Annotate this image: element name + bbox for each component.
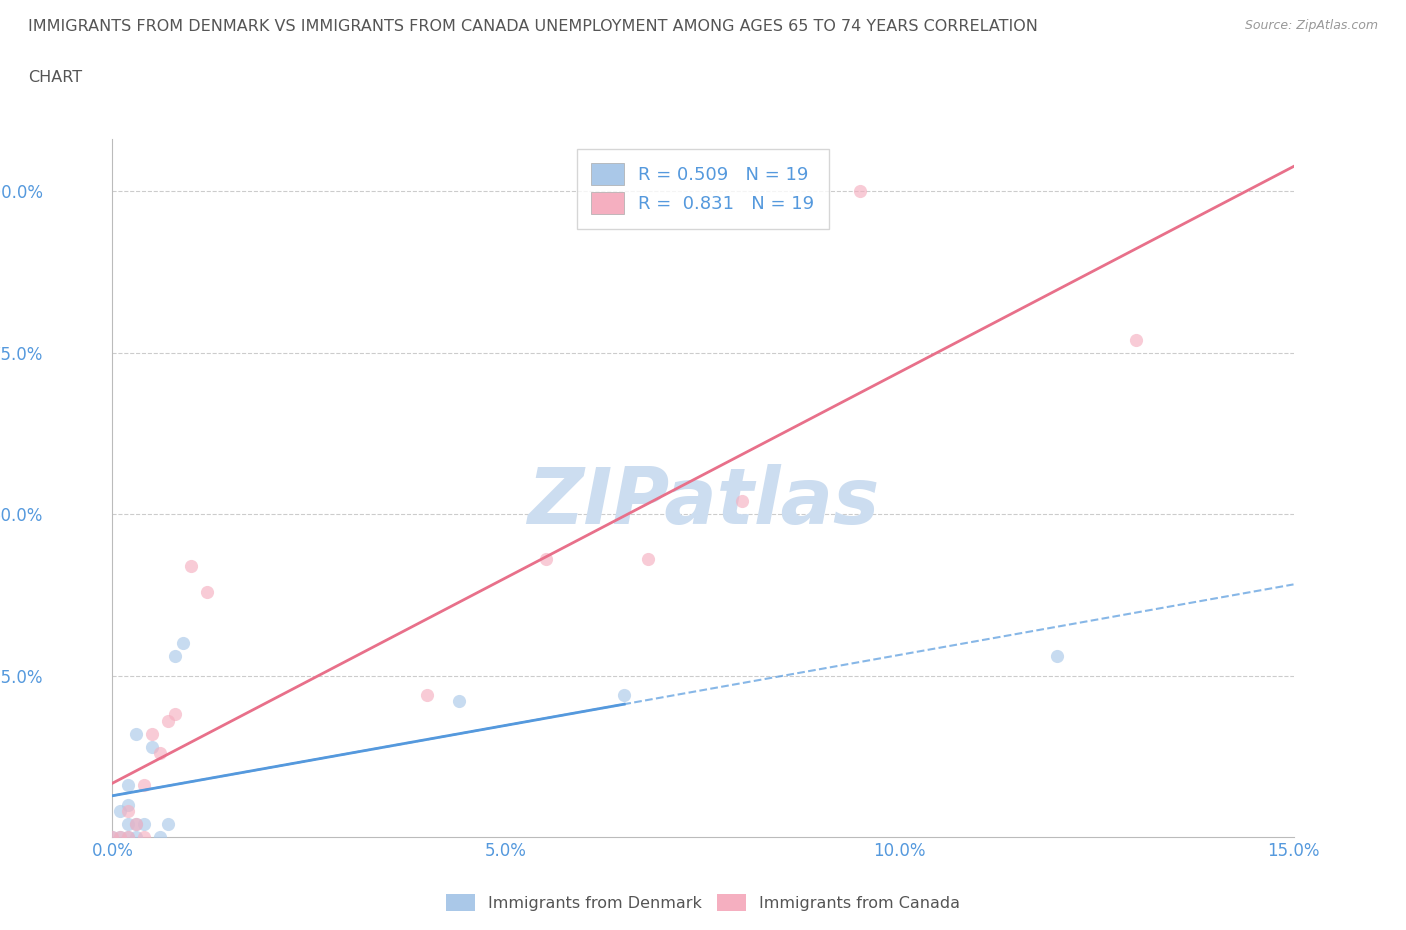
Point xyxy=(132,830,155,844)
Point xyxy=(637,551,659,566)
Point xyxy=(149,830,172,844)
Point xyxy=(447,694,470,709)
Legend: R = 0.509   N = 19, R =  0.831   N = 19: R = 0.509 N = 19, R = 0.831 N = 19 xyxy=(576,149,830,229)
Point xyxy=(180,558,202,573)
Point xyxy=(149,746,172,761)
Point xyxy=(416,687,439,702)
Point xyxy=(195,584,218,599)
Point xyxy=(117,830,139,844)
Point xyxy=(156,817,179,831)
Point xyxy=(132,777,155,792)
Point xyxy=(110,830,132,844)
Point xyxy=(110,830,132,844)
Point xyxy=(172,636,194,651)
Point xyxy=(731,494,754,509)
Point xyxy=(125,726,148,741)
Point xyxy=(1046,649,1069,664)
Point xyxy=(156,713,179,728)
Point xyxy=(849,184,872,199)
Point xyxy=(125,817,148,831)
Text: Source: ZipAtlas.com: Source: ZipAtlas.com xyxy=(1244,19,1378,32)
Text: CHART: CHART xyxy=(28,70,82,85)
Text: IMMIGRANTS FROM DENMARK VS IMMIGRANTS FROM CANADA UNEMPLOYMENT AMONG AGES 65 TO : IMMIGRANTS FROM DENMARK VS IMMIGRANTS FR… xyxy=(28,19,1038,33)
Point xyxy=(110,804,132,818)
Point xyxy=(165,707,187,722)
Point xyxy=(101,830,124,844)
Point xyxy=(101,830,124,844)
Point xyxy=(132,817,155,831)
Point xyxy=(141,726,163,741)
Point xyxy=(117,817,139,831)
Point xyxy=(117,777,139,792)
Point xyxy=(141,739,163,754)
Text: ZIPatlas: ZIPatlas xyxy=(527,464,879,540)
Point xyxy=(117,830,139,844)
Legend: Immigrants from Denmark, Immigrants from Canada: Immigrants from Denmark, Immigrants from… xyxy=(440,887,966,917)
Point xyxy=(117,804,139,818)
Point xyxy=(117,797,139,812)
Point xyxy=(613,687,636,702)
Point xyxy=(125,830,148,844)
Point xyxy=(534,551,557,566)
Point xyxy=(165,649,187,664)
Point xyxy=(1125,332,1147,347)
Point xyxy=(125,817,148,831)
